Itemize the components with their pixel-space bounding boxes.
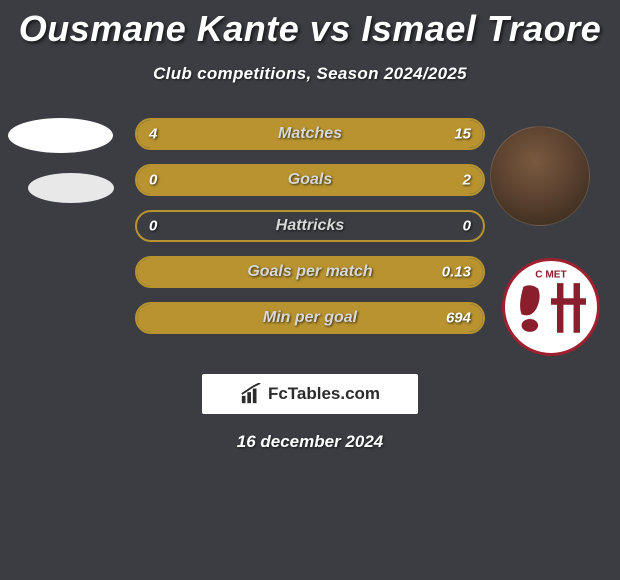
stat-value-right: 2	[463, 172, 471, 189]
stat-row-min-per-goal: Min per goal 694	[135, 302, 485, 334]
stat-row-goals: 0 Goals 2	[135, 164, 485, 196]
comparison-date: 16 december 2024	[0, 432, 620, 452]
stat-row-hattricks: 0 Hattricks 0	[135, 210, 485, 242]
stat-row-goals-per-match: Goals per match 0.13	[135, 256, 485, 288]
stats-panel: 4 Matches 15 0 Goals 2 0 Hattricks 0 Goa…	[0, 108, 620, 358]
stat-value-right: 0	[463, 218, 471, 235]
bars-icon	[240, 383, 262, 405]
bar-left	[137, 120, 210, 148]
stat-label: Matches	[278, 125, 342, 143]
stat-row-matches: 4 Matches 15	[135, 118, 485, 150]
stat-label: Hattricks	[276, 217, 344, 235]
stat-value-left: 0	[149, 172, 157, 189]
comparison-title: Ousmane Kante vs Ismael Traore	[0, 0, 620, 50]
stat-value-left: 4	[149, 126, 157, 143]
fctables-label: FcTables.com	[268, 384, 380, 404]
bar-right	[210, 120, 483, 148]
fctables-badge[interactable]: FcTables.com	[202, 374, 418, 414]
comparison-subtitle: Club competitions, Season 2024/2025	[0, 64, 620, 84]
stat-label: Min per goal	[263, 309, 357, 327]
stat-label: Goals	[288, 171, 332, 189]
stat-label: Goals per match	[247, 263, 372, 281]
stat-value-right: 15	[454, 126, 471, 143]
stat-value-left: 0	[149, 218, 157, 235]
stat-value-right: 0.13	[442, 264, 471, 281]
stat-value-right: 694	[446, 310, 471, 327]
stat-rows: 4 Matches 15 0 Goals 2 0 Hattricks 0 Goa…	[135, 118, 485, 348]
